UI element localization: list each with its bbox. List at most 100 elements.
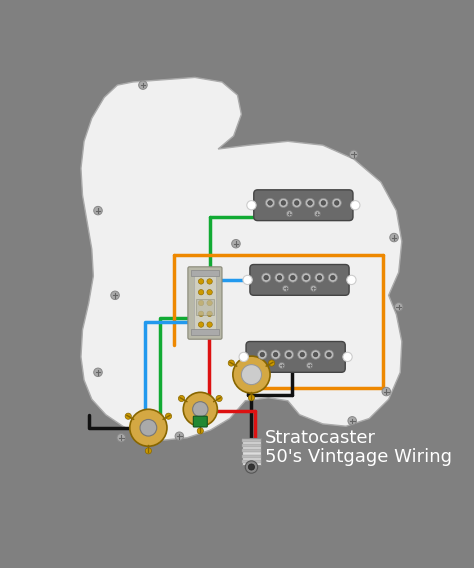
Circle shape	[241, 365, 262, 385]
Circle shape	[125, 413, 131, 419]
Circle shape	[286, 211, 292, 217]
Circle shape	[197, 428, 203, 434]
Circle shape	[319, 198, 328, 207]
Bar	[242, 438, 261, 466]
Circle shape	[265, 198, 275, 207]
Circle shape	[207, 300, 212, 306]
Circle shape	[275, 273, 284, 282]
Circle shape	[283, 285, 289, 291]
Circle shape	[207, 290, 212, 295]
Circle shape	[139, 81, 147, 89]
Circle shape	[347, 275, 356, 285]
Circle shape	[327, 352, 331, 357]
Circle shape	[178, 395, 184, 402]
Circle shape	[248, 395, 255, 401]
Circle shape	[198, 311, 204, 316]
Circle shape	[207, 311, 212, 316]
Circle shape	[277, 275, 282, 280]
Circle shape	[315, 273, 324, 282]
Circle shape	[311, 350, 320, 359]
Circle shape	[317, 275, 322, 280]
Circle shape	[382, 387, 391, 396]
Bar	[242, 455, 261, 458]
Circle shape	[145, 448, 152, 454]
Circle shape	[232, 240, 240, 248]
Circle shape	[332, 198, 341, 207]
Circle shape	[291, 275, 295, 280]
Polygon shape	[81, 77, 402, 440]
Circle shape	[292, 198, 301, 207]
Circle shape	[228, 360, 235, 366]
FancyBboxPatch shape	[246, 341, 345, 372]
Circle shape	[175, 432, 183, 440]
Circle shape	[248, 464, 255, 470]
Circle shape	[258, 350, 267, 359]
Circle shape	[288, 273, 298, 282]
FancyBboxPatch shape	[193, 416, 207, 427]
Text: Stratocaster: Stratocaster	[264, 429, 375, 447]
Circle shape	[351, 201, 360, 210]
Circle shape	[298, 350, 307, 359]
Circle shape	[343, 352, 352, 361]
Circle shape	[271, 350, 280, 359]
Circle shape	[394, 303, 403, 311]
Circle shape	[239, 352, 248, 361]
Circle shape	[207, 279, 212, 284]
Circle shape	[192, 402, 208, 417]
Circle shape	[313, 352, 318, 357]
Circle shape	[247, 201, 256, 210]
Circle shape	[198, 279, 204, 284]
Circle shape	[310, 285, 317, 291]
Circle shape	[348, 416, 356, 425]
Circle shape	[328, 273, 337, 282]
Circle shape	[117, 433, 126, 442]
Circle shape	[165, 413, 172, 419]
Circle shape	[111, 291, 119, 299]
Bar	[242, 438, 261, 441]
Circle shape	[330, 275, 335, 280]
Circle shape	[130, 410, 167, 446]
Bar	[242, 460, 261, 463]
Circle shape	[264, 275, 268, 280]
Circle shape	[305, 198, 315, 207]
Circle shape	[301, 273, 311, 282]
Circle shape	[94, 368, 102, 377]
Circle shape	[273, 352, 278, 357]
Circle shape	[334, 201, 339, 205]
Circle shape	[94, 206, 102, 215]
Circle shape	[243, 275, 252, 285]
Bar	[242, 449, 261, 452]
Bar	[191, 270, 219, 276]
Circle shape	[268, 201, 273, 205]
Circle shape	[183, 392, 218, 426]
Circle shape	[140, 419, 157, 436]
Circle shape	[216, 395, 222, 402]
Circle shape	[198, 322, 204, 327]
FancyBboxPatch shape	[194, 272, 216, 334]
Circle shape	[268, 360, 275, 366]
FancyBboxPatch shape	[250, 265, 349, 295]
Bar	[242, 444, 261, 447]
Circle shape	[314, 211, 320, 217]
Circle shape	[281, 201, 286, 205]
Circle shape	[284, 350, 293, 359]
Circle shape	[198, 300, 204, 306]
FancyBboxPatch shape	[254, 190, 353, 220]
Circle shape	[279, 362, 285, 369]
Circle shape	[233, 356, 270, 393]
Circle shape	[294, 201, 299, 205]
Circle shape	[307, 362, 313, 369]
Circle shape	[304, 275, 309, 280]
Circle shape	[207, 322, 212, 327]
Circle shape	[300, 352, 305, 357]
Bar	[191, 329, 219, 335]
Circle shape	[245, 461, 258, 473]
Circle shape	[324, 350, 334, 359]
Circle shape	[349, 150, 358, 158]
Text: 50's Vintgage Wiring: 50's Vintgage Wiring	[264, 448, 452, 466]
Circle shape	[198, 290, 204, 295]
Circle shape	[321, 201, 326, 205]
Circle shape	[308, 201, 312, 205]
Circle shape	[287, 352, 292, 357]
Circle shape	[279, 198, 288, 207]
